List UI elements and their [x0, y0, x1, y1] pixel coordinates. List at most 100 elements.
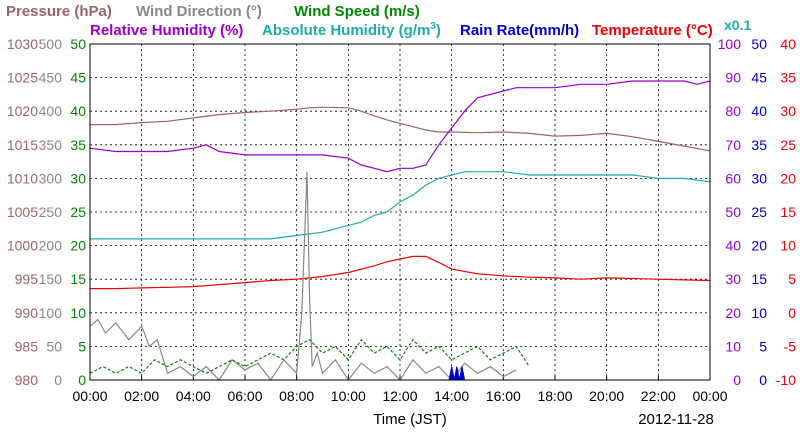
y-tick-wind-direction: 100: [39, 305, 63, 321]
y-tick-rain-rate: 5: [759, 338, 767, 354]
x-axis: 00:00 02:00 04:00 06:00 08:00 10:00 12:00 14:00…: [72, 376, 728, 404]
y-tick-rain-rate: 25: [751, 204, 767, 220]
legend-absolute-humidity-suffix: ): [436, 22, 441, 39]
y-tick-humidity: 70: [725, 137, 741, 153]
y-tick-pressure: 990: [15, 305, 39, 321]
y-tick-wind-speed: 5: [78, 338, 86, 354]
series-pressure: [90, 106, 711, 152]
y-tick-temperature: 40: [780, 36, 796, 52]
y-tick-humidity: 10: [725, 338, 741, 354]
y-axes: 9809859909951000100510101015102010251030…: [7, 36, 796, 388]
y-tick-humidity: 30: [725, 271, 741, 287]
y-tick-wind-direction: 250: [39, 204, 63, 220]
x-tick-label: 12:00: [382, 388, 417, 404]
y-tick-wind-direction: 450: [39, 70, 63, 86]
y-tick-wind-direction: 350: [39, 137, 63, 153]
legend-relative-humidity: Relative Humidity (%): [90, 22, 243, 39]
x-axis-label: Time (JST): [373, 411, 447, 428]
y-tick-temperature: 15: [780, 204, 796, 220]
series-wind-direction: [89, 171, 517, 382]
y-tick-temperature: 25: [780, 137, 796, 153]
y-tick-pressure: 980: [15, 372, 39, 388]
y-tick-pressure: 1030: [7, 36, 38, 52]
y-tick-wind-speed: 0: [78, 372, 86, 388]
y-tick-wind-speed: 30: [70, 170, 86, 186]
x-tick-label: 20:00: [589, 388, 624, 404]
y-tick-rain-rate: 15: [751, 271, 767, 287]
y-tick-humidity: 40: [725, 238, 741, 254]
x-tick-label: 08:00: [279, 388, 314, 404]
y-tick-rain-rate: 35: [751, 137, 767, 153]
y-tick-pressure: 1025: [7, 70, 38, 86]
legend-absolute-humidity: Absolute Humidity (g/m3): [262, 21, 441, 39]
chart-date: 2012-11-28: [638, 411, 714, 428]
y-tick-rain-rate: 50: [751, 36, 767, 52]
x-tick-label: 18:00: [537, 388, 572, 404]
y-tick-temperature: 20: [780, 170, 796, 186]
legend-pressure: Pressure (hPa): [6, 3, 112, 20]
y-tick-wind-speed: 40: [70, 103, 86, 119]
x-tick-label: 16:00: [486, 388, 521, 404]
y-tick-pressure: 1005: [7, 204, 38, 220]
y-tick-humidity: 20: [725, 305, 741, 321]
plot-grid: [90, 44, 710, 380]
y-tick-humidity: 100: [718, 36, 742, 52]
y-tick-temperature: 30: [780, 103, 796, 119]
y-tick-wind-direction: 0: [54, 372, 62, 388]
y-tick-wind-speed: 25: [70, 204, 86, 220]
y-tick-wind-direction: 50: [46, 338, 62, 354]
y-tick-pressure: 1020: [7, 103, 38, 119]
series-temperature: [90, 255, 711, 290]
y-tick-rain-rate: 40: [751, 103, 767, 119]
legend-wind-direction: Wind Direction (°): [136, 3, 262, 20]
x-tick-label: 10:00: [331, 388, 366, 404]
y-tick-humidity: 90: [725, 70, 741, 86]
x-tick-label: 22:00: [641, 388, 676, 404]
y-tick-humidity: 60: [725, 170, 741, 186]
legend-temperature: Temperature (°C): [592, 22, 713, 39]
plot-frame: [89, 43, 711, 381]
y-tick-humidity: 0: [733, 372, 741, 388]
y-tick-rain-rate: 10: [751, 305, 767, 321]
y-tick-wind-speed: 15: [70, 271, 86, 287]
legend-scale-note: x0.1: [724, 17, 751, 33]
y-tick-wind-speed: 50: [70, 36, 86, 52]
y-tick-pressure: 985: [15, 338, 39, 354]
x-tick-label: 04:00: [176, 388, 211, 404]
series-group: [89, 80, 711, 382]
y-tick-rain-rate: 30: [751, 170, 767, 186]
y-tick-temperature: 0: [788, 305, 796, 321]
y-tick-wind-speed: 35: [70, 137, 86, 153]
legend-rain-rate: Rain Rate(mm/h): [460, 22, 579, 39]
y-tick-rain-rate: 45: [751, 70, 767, 86]
x-tick-label: 06:00: [227, 388, 262, 404]
series-wind-speed: [89, 338, 530, 375]
series-rain-rate: [448, 366, 466, 381]
y-tick-temperature: 10: [780, 238, 796, 254]
y-tick-rain-rate: 20: [751, 238, 767, 254]
y-tick-temperature: -5: [784, 338, 797, 354]
y-tick-temperature: -10: [776, 372, 796, 388]
x-tick-label: 00:00: [692, 388, 727, 404]
y-tick-temperature: 5: [788, 271, 796, 287]
y-tick-wind-speed: 45: [70, 70, 86, 86]
y-tick-pressure: 1015: [7, 137, 38, 153]
y-tick-pressure: 995: [15, 271, 39, 287]
legend-absolute-humidity-sup: 3: [430, 21, 436, 32]
y-tick-wind-direction: 150: [39, 271, 63, 287]
y-tick-pressure: 1010: [7, 170, 38, 186]
x-tick-label: 14:00: [434, 388, 469, 404]
y-tick-humidity: 50: [725, 204, 741, 220]
y-tick-temperature: 35: [780, 70, 796, 86]
y-tick-rain-rate: 0: [759, 372, 767, 388]
legend-absolute-humidity-prefix: Absolute Humidity (g/m: [262, 22, 430, 39]
y-tick-wind-speed: 10: [70, 305, 86, 321]
y-tick-pressure: 1000: [7, 238, 38, 254]
x-tick-label: 02:00: [124, 388, 159, 404]
y-tick-wind-direction: 200: [39, 238, 63, 254]
y-tick-wind-speed: 20: [70, 238, 86, 254]
series-absolute-humidity: [90, 171, 711, 240]
y-tick-wind-direction: 500: [39, 36, 63, 52]
series-relative-humidity: [89, 80, 711, 173]
